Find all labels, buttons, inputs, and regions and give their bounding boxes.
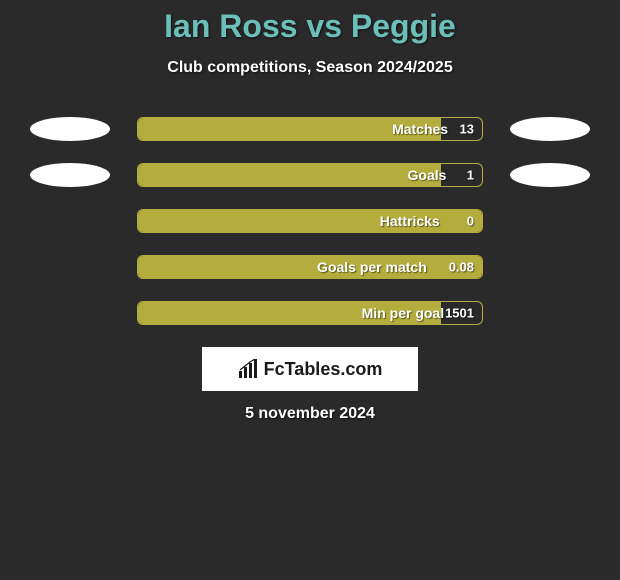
oval-spacer: [30, 255, 110, 279]
stat-bar-fill: [138, 256, 482, 278]
player-oval-right: [510, 163, 590, 187]
stat-row: Goals 1: [0, 163, 620, 187]
page-title: Ian Ross vs Peggie: [0, 8, 620, 45]
stat-row: Matches 13: [0, 117, 620, 141]
oval-spacer: [510, 255, 590, 279]
stat-label: Goals: [408, 167, 447, 183]
oval-spacer: [30, 301, 110, 325]
stat-bar: Goals 1: [137, 163, 483, 187]
player-oval-left: [30, 117, 110, 141]
stat-bar-fill: [138, 164, 441, 186]
logo-text: FcTables.com: [264, 359, 383, 380]
subtitle: Club competitions, Season 2024/2025: [0, 59, 620, 77]
stat-value: 1: [467, 168, 474, 183]
chart-icon: [238, 359, 260, 379]
oval-spacer: [30, 209, 110, 233]
logo-box[interactable]: FcTables.com: [202, 347, 418, 391]
stat-value: 13: [460, 122, 474, 137]
stat-row: Hattricks 0: [0, 209, 620, 233]
stat-bar: Goals per match 0.08: [137, 255, 483, 279]
stat-row: Goals per match 0.08: [0, 255, 620, 279]
stat-label: Matches: [392, 121, 448, 137]
date-text: 5 november 2024: [0, 405, 620, 423]
stat-value: 0.08: [449, 260, 474, 275]
comparison-panel: Ian Ross vs Peggie Club competitions, Se…: [0, 0, 620, 423]
stat-label: Hattricks: [380, 213, 440, 229]
stat-row: Min per goal1501: [0, 301, 620, 325]
stat-label: Min per goal: [362, 305, 444, 321]
stat-bar: Matches 13: [137, 117, 483, 141]
player-oval-right: [510, 117, 590, 141]
stat-rows: Matches 13 Goals 1 Hattricks 0 Goals per match…: [0, 117, 620, 325]
oval-spacer: [510, 209, 590, 233]
stat-bar: Hattricks 0: [137, 209, 483, 233]
stat-value: 1501: [445, 306, 474, 321]
stat-bar: Min per goal1501: [137, 301, 483, 325]
oval-spacer: [510, 301, 590, 325]
player-oval-left: [30, 163, 110, 187]
stat-value: 0: [467, 214, 474, 229]
stat-label: Goals per match: [317, 259, 427, 275]
